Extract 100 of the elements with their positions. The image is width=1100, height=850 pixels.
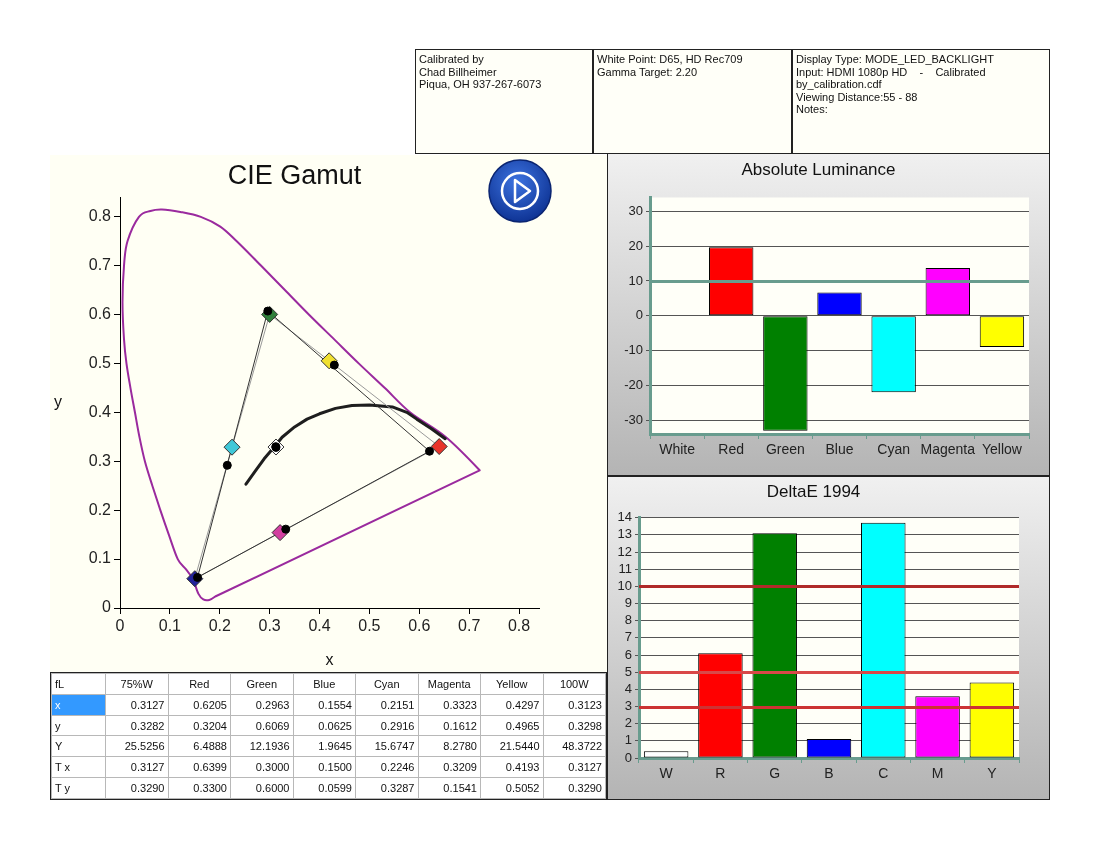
data-label: 0.1554 <box>293 694 356 716</box>
data-label: 0.6205 <box>168 694 231 716</box>
data-label: 0.3323 <box>418 694 481 716</box>
y-tick-label: 1 <box>624 732 632 748</box>
x-tick-label: Red <box>718 441 745 458</box>
data-label: 0.3204 <box>168 715 231 736</box>
y-tick-label: 5 <box>624 663 632 679</box>
y-tick-label: 13 <box>617 526 632 542</box>
x-tick-label: R <box>715 765 726 782</box>
chart-title: CIE Gamut <box>227 159 362 190</box>
y-tick-label: 12 <box>617 543 632 559</box>
x-tick-label: 0.5 <box>358 617 381 635</box>
x-axis-title: x <box>325 651 334 669</box>
data-label: 0.3300 <box>168 777 231 799</box>
y-tick-label: 11 <box>618 560 632 576</box>
data-label: 0.4965 <box>480 715 543 736</box>
x-tick-label: M <box>931 765 944 782</box>
data-label: 21.5440 <box>480 735 543 757</box>
text: y <box>51 715 106 736</box>
data-label: 0.5052 <box>480 777 543 799</box>
data-label: 1.9645 <box>293 735 356 757</box>
legend-label: T x <box>51 756 106 778</box>
data-label: 0.3282 <box>105 715 168 736</box>
series-label: x <box>51 694 106 716</box>
data-label: 0.1500 <box>293 756 356 778</box>
y-tick-label: 9 <box>624 595 632 611</box>
text: Input: HDMI 1080p HD - Calibrated by_calibration.cdf <box>796 65 987 91</box>
text: Piqua, OH 937-267-6073 <box>419 78 543 91</box>
y-tick-label: 6 <box>624 646 632 662</box>
data-label: 0.6000 <box>230 777 293 799</box>
chart-title: DeltaE 1994 <box>766 481 861 501</box>
y-tick-label: -30 <box>624 411 643 427</box>
x-tick-label: 0.4 <box>308 617 331 635</box>
data-label: 0.4193 <box>480 756 543 778</box>
text: White Point: D65, HD Rec709 <box>597 53 744 66</box>
x-tick-label: 0.1 <box>158 617 182 635</box>
data-label: 0.3000 <box>230 756 293 778</box>
data-label: 0.6399 <box>168 756 231 778</box>
legend-label: T y <box>51 777 106 799</box>
x-tick-label: Cyan <box>877 441 910 458</box>
data-label: 0.3290 <box>105 777 168 799</box>
x-tick-label: Y <box>987 765 998 782</box>
data-label: 0.6069 <box>230 715 293 736</box>
y-tick-label: 0.7 <box>88 255 112 273</box>
y-tick-label: 20 <box>628 237 643 253</box>
data-label: 0.3290 <box>543 777 606 799</box>
data-label: 8.2780 <box>418 735 481 757</box>
data-label: 0.2246 <box>355 756 418 778</box>
x-tick-label: B <box>824 765 834 782</box>
data-label: 0.4297 <box>480 694 543 716</box>
y-tick-label: 10 <box>617 577 632 593</box>
data-label: 0.2151 <box>355 694 418 716</box>
text: Display Type: MODE_LED_BACKLIGHT <box>796 53 995 66</box>
x-tick-label: Green <box>765 441 805 458</box>
category-label: Yellow <box>480 673 543 695</box>
text: Calibrated by <box>419 53 485 66</box>
x-tick-label: Magenta <box>920 441 976 458</box>
y-tick-label: -10 <box>624 342 643 358</box>
y-tick-label: 8 <box>624 612 632 628</box>
text: Notes: <box>796 103 829 116</box>
data-label: 0.3298 <box>543 715 606 736</box>
data-label: 6.4888 <box>168 735 231 757</box>
chart-title: Absolute Luminance <box>741 159 896 179</box>
category-label: 75%W <box>105 673 168 695</box>
data-label: 0.3287 <box>355 777 418 799</box>
x-tick-label: 0.2 <box>208 617 231 635</box>
y-tick-label: 0.1 <box>88 549 112 567</box>
x-tick-label: 0.8 <box>507 617 531 635</box>
data-label: 15.6747 <box>355 735 418 757</box>
x-tick-label: 0.7 <box>458 617 481 635</box>
data-label: 0.3127 <box>105 694 168 716</box>
x-tick-label: W <box>659 765 674 782</box>
data-label: 48.3722 <box>543 735 606 757</box>
data-label: 0.2963 <box>230 694 293 716</box>
y-tick-label: 0.4 <box>88 402 112 420</box>
y-tick-label: 10 <box>628 272 643 288</box>
category-label: Green <box>230 673 293 695</box>
y-tick-label: 2 <box>624 715 632 731</box>
x-tick-label: 0 <box>115 617 125 635</box>
x-tick-label: Blue <box>825 441 854 458</box>
y-tick-label: 0.2 <box>88 500 112 518</box>
y-axis-title: y <box>54 392 62 410</box>
text: Y <box>51 735 106 757</box>
data-label: 12.1936 <box>230 735 293 757</box>
data-label: 0.3127 <box>543 756 606 778</box>
y-tick-label: -20 <box>624 376 643 392</box>
y-tick-label: 0.5 <box>88 353 112 371</box>
data-label: 0.3209 <box>418 756 481 778</box>
data-label: 0.2916 <box>355 715 418 736</box>
category-label: Magenta <box>418 673 481 695</box>
data-label: 0.0599 <box>293 777 356 799</box>
y-tick-label: 14 <box>617 509 632 525</box>
text: fL <box>51 673 106 695</box>
y-tick-label: 0.6 <box>88 304 112 322</box>
y-tick-label: 0 <box>102 598 112 616</box>
x-tick-label: 0.3 <box>258 617 281 635</box>
data-label: 0.1612 <box>418 715 481 736</box>
category-label: Blue <box>293 673 356 695</box>
x-tick-label: White <box>659 441 696 458</box>
y-tick-label: 0.8 <box>88 206 112 224</box>
